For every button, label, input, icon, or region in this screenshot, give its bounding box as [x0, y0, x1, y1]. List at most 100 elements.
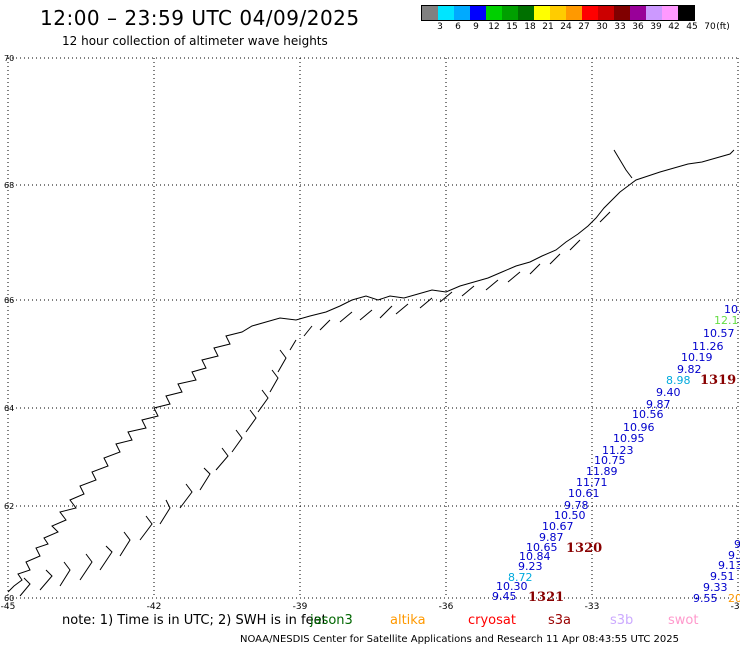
- wave-height-value: 9.2: [728, 549, 740, 562]
- footer-note: note: 1) Time is in UTC; 2) SWH is in fe…: [62, 613, 327, 628]
- wave-height-value: 11.26: [692, 340, 724, 353]
- wave-height-value: 10.61: [568, 487, 600, 500]
- latitude-label: 62: [4, 502, 14, 511]
- longitude-label: -42: [147, 602, 162, 612]
- pass-id-label: 1319: [700, 373, 736, 388]
- satellite-legend-s3b: s3b: [610, 613, 634, 628]
- satellite-legend-s3a: s3a: [548, 613, 572, 628]
- colorbar-swatch: [438, 6, 454, 20]
- satellite-legend-cryosat: cryosat: [468, 613, 516, 628]
- colorbar-label: 30: [596, 22, 608, 32]
- wave-height-value: 10.50: [554, 509, 586, 522]
- satellite-legend-altika: altika: [390, 613, 426, 628]
- colorbar-label: 3: [437, 22, 443, 32]
- wave-height-value: 10.56: [632, 408, 664, 421]
- colorbar-swatch: [470, 6, 486, 20]
- colorbar-swatch: [614, 6, 630, 20]
- colorbar-swatch: [486, 6, 502, 20]
- map-title: 12:00 – 23:59 UTC 04/09/2025: [40, 6, 360, 30]
- wave-height-value: 8.72: [508, 571, 533, 584]
- wave-height-value: 10.: [724, 303, 740, 316]
- colorbar-swatch: [550, 6, 566, 20]
- wave-height-value: 10.84: [519, 550, 551, 563]
- wave-height-value: 9.87: [646, 398, 671, 411]
- colorbar-label: (ft): [716, 22, 730, 32]
- wave-height-value: 9.23: [518, 560, 543, 573]
- wave-height-value: 10.30: [496, 580, 528, 593]
- wave-height-value: 10.57: [703, 327, 735, 340]
- lat-lon-grid: [7, 57, 739, 599]
- wave-height-value: 10.67: [542, 520, 574, 533]
- colorbar-label: 15: [506, 22, 518, 32]
- wave-height-value: 11.71: [576, 476, 608, 489]
- axis-labels: -45 -42 -39 -36 -33 -30 70 68 66 64 62 60: [1, 54, 740, 612]
- colorbar-label: 21: [542, 22, 554, 32]
- wave-height-value: 9.13: [718, 559, 740, 572]
- wave-height-value: 10.95: [613, 432, 645, 445]
- colorbar-swatch: [454, 6, 470, 20]
- wave-height-value: 9.51: [710, 570, 735, 583]
- colorbar-swatch: [502, 6, 518, 20]
- colorbar-swatch: [630, 6, 646, 20]
- latitude-label: 68: [4, 181, 14, 190]
- longitude-label: -36: [439, 602, 454, 612]
- colorbar-swatch: [646, 6, 662, 20]
- wave-height-value: 9.40: [656, 386, 681, 399]
- wave-height-value: 9.45: [492, 590, 517, 603]
- wave-height-value: 11.23: [602, 444, 634, 457]
- colorbar-label: 45: [686, 22, 698, 32]
- colorbar-swatch: [422, 6, 438, 20]
- colorbar-label: 24: [560, 22, 572, 32]
- wave-height-value: 9.78: [564, 499, 589, 512]
- colorbar-label: 18: [524, 22, 536, 32]
- colorbar-label: 42: [668, 22, 680, 32]
- wave-height-value: 10.65: [526, 541, 558, 554]
- credit-line: NOAA/NESDIS Center for Satellite Applica…: [240, 634, 679, 645]
- colorbar-label: 70: [704, 22, 716, 32]
- colorbar-swatch: [518, 6, 534, 20]
- coastline-path: [7, 149, 735, 593]
- colorbar-label: 12: [488, 22, 500, 32]
- wave-height-value: 9.82: [677, 363, 702, 376]
- pass-id-label: 1321: [528, 590, 564, 605]
- wave-height-value: 12.11: [714, 314, 740, 327]
- colorbar-swatch: [678, 6, 694, 20]
- wave-height-value: 20: [728, 592, 740, 605]
- wave-height-value: 9.55: [693, 592, 718, 605]
- wave-height-value: 10.19: [681, 351, 713, 364]
- wave-height-value: 8.98: [666, 374, 691, 387]
- satellite-legend-swot: swot: [668, 613, 699, 628]
- colorbar-swatch: [662, 6, 678, 20]
- colorbar-swatch: [598, 6, 614, 20]
- colorbar-label: 39: [650, 22, 662, 32]
- colorbar-label: 33: [614, 22, 626, 32]
- longitude-label: -39: [293, 602, 308, 612]
- latitude-label: 64: [4, 404, 14, 413]
- wave-height-value: 10.96: [623, 421, 655, 434]
- coastline-fjords: [19, 149, 633, 597]
- colorbar-swatch: [566, 6, 582, 20]
- pass-id-label: 1320: [566, 541, 602, 556]
- greenland-coastline: [7, 149, 735, 597]
- satellite-legend-jason3: jason3: [310, 613, 353, 628]
- colorbar-label: 36: [632, 22, 644, 32]
- colorbar-label: 27: [578, 22, 590, 32]
- longitude-label: -30: [731, 602, 740, 612]
- wave-height-value: 10.75: [594, 454, 626, 467]
- latitude-label: 60: [4, 594, 14, 603]
- map-subtitle: 12 hour collection of altimeter wave hei…: [62, 34, 328, 48]
- wave-height-value: 11.89: [586, 465, 618, 478]
- latitude-label: 70: [4, 54, 14, 63]
- wave-height-value: 9.33: [703, 581, 728, 594]
- colorbar-label: 9: [473, 22, 479, 32]
- colorbar-swatch: [534, 6, 550, 20]
- wave-height-value: 9.87: [539, 531, 564, 544]
- colorbar-label: 6: [455, 22, 461, 32]
- satellite-tracks: 10.12.1110.5711.2610.199.828.989.409.871…: [492, 303, 740, 605]
- latitude-label: 66: [4, 296, 14, 305]
- longitude-label: -33: [585, 602, 600, 612]
- wave-height-colorbar: [421, 5, 695, 21]
- colorbar-swatch: [582, 6, 598, 20]
- longitude-label: -45: [1, 602, 16, 612]
